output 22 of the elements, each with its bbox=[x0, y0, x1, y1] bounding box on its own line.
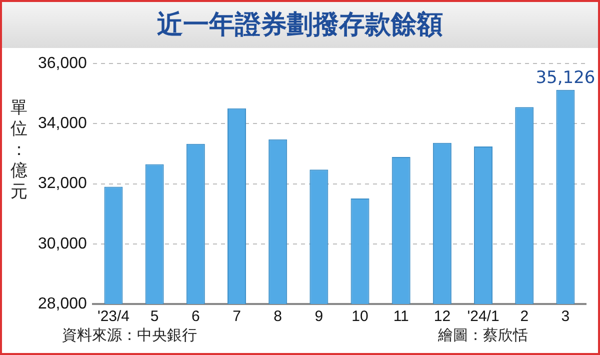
y-tick-label: 32,000 bbox=[38, 175, 88, 192]
y-axis-title: 單位：億元 bbox=[10, 98, 28, 203]
x-tick-label: 8 bbox=[274, 308, 282, 326]
data-label: 35,126 bbox=[536, 68, 596, 88]
x-tick-label: 9 bbox=[314, 308, 324, 326]
x-tick-label: '23/4 bbox=[97, 308, 130, 326]
x-tick-label: '24/1 bbox=[467, 308, 500, 326]
x-tick-label: 11 bbox=[393, 308, 409, 326]
y-tick-label: 30,000 bbox=[38, 235, 88, 252]
chart-title: 近一年證券劃撥存款餘額 bbox=[2, 2, 598, 48]
x-tick-label: 7 bbox=[232, 308, 241, 326]
text: 繪圖：蔡欣恬 bbox=[438, 326, 528, 345]
y-tick-label: 34,000 bbox=[38, 115, 88, 132]
y-tick-label: 28,000 bbox=[38, 295, 88, 312]
x-tick-label: 3 bbox=[561, 308, 570, 326]
x-tick-label: 5 bbox=[150, 308, 159, 326]
x-tick-label: 6 bbox=[191, 308, 200, 326]
source-note: 資料來源：中央銀行 bbox=[62, 326, 197, 345]
x-tick-label: 12 bbox=[434, 308, 451, 326]
y-tick-label: 36,000 bbox=[38, 55, 88, 72]
x-tick-label: 10 bbox=[352, 308, 368, 326]
x-tick-label: 2 bbox=[520, 308, 529, 326]
